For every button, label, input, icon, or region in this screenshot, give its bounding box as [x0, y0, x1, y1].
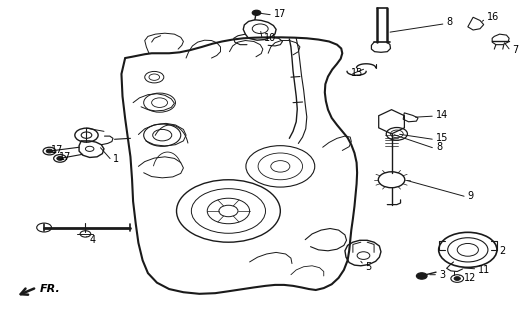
- Text: 3: 3: [439, 270, 446, 280]
- Text: FR.: FR.: [39, 284, 60, 294]
- Circle shape: [454, 276, 460, 280]
- Text: 8: 8: [436, 142, 442, 152]
- Text: 1: 1: [113, 154, 119, 164]
- Text: 17: 17: [51, 145, 63, 155]
- Circle shape: [46, 149, 53, 153]
- Circle shape: [57, 156, 63, 160]
- Text: 16: 16: [487, 12, 499, 22]
- Text: 8: 8: [447, 17, 453, 28]
- Text: 15: 15: [436, 133, 448, 143]
- Text: 4: 4: [89, 235, 95, 245]
- Text: 10: 10: [264, 33, 276, 43]
- Text: 17: 17: [274, 9, 286, 19]
- Text: 7: 7: [512, 45, 518, 55]
- Text: 9: 9: [468, 191, 474, 201]
- Text: 17: 17: [59, 152, 71, 163]
- Text: 11: 11: [478, 265, 491, 275]
- Text: 12: 12: [464, 273, 476, 283]
- Circle shape: [252, 10, 261, 15]
- Text: 2: 2: [500, 246, 506, 256]
- Text: 5: 5: [365, 262, 371, 272]
- Text: 14: 14: [436, 110, 448, 120]
- Circle shape: [416, 273, 427, 279]
- Text: 13: 13: [352, 68, 364, 78]
